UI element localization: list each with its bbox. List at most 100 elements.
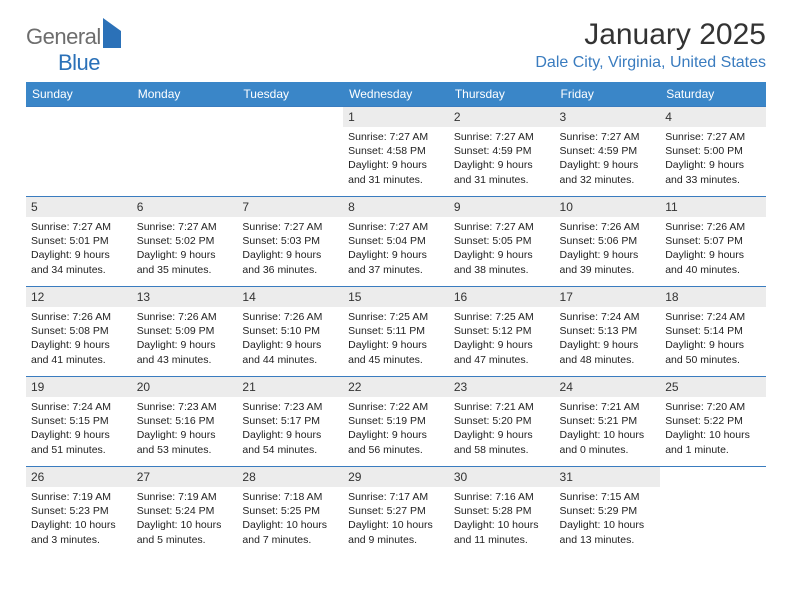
logo-triangle-icon xyxy=(103,18,121,48)
day-cell: 21Sunrise: 7:23 AMSunset: 5:17 PMDayligh… xyxy=(237,377,343,467)
day-cell: 24Sunrise: 7:21 AMSunset: 5:21 PMDayligh… xyxy=(555,377,661,467)
empty-cell xyxy=(237,107,343,197)
day-info: Sunrise: 7:25 AMSunset: 5:11 PMDaylight:… xyxy=(343,307,449,371)
weekday-header: Thursday xyxy=(449,82,555,107)
day-number: 26 xyxy=(26,467,132,487)
day-cell: 18Sunrise: 7:24 AMSunset: 5:14 PMDayligh… xyxy=(660,287,766,377)
logo-word2: Blue xyxy=(26,50,100,75)
day-cell: 2Sunrise: 7:27 AMSunset: 4:59 PMDaylight… xyxy=(449,107,555,197)
calendar-body: 1Sunrise: 7:27 AMSunset: 4:58 PMDaylight… xyxy=(26,107,766,557)
day-cell: 20Sunrise: 7:23 AMSunset: 5:16 PMDayligh… xyxy=(132,377,238,467)
day-info: Sunrise: 7:21 AMSunset: 5:21 PMDaylight:… xyxy=(555,397,661,461)
weekday-header: Tuesday xyxy=(237,82,343,107)
calendar-row: 26Sunrise: 7:19 AMSunset: 5:23 PMDayligh… xyxy=(26,467,766,557)
day-info: Sunrise: 7:26 AMSunset: 5:07 PMDaylight:… xyxy=(660,217,766,281)
day-cell: 27Sunrise: 7:19 AMSunset: 5:24 PMDayligh… xyxy=(132,467,238,557)
empty-cell xyxy=(132,107,238,197)
day-number: 30 xyxy=(449,467,555,487)
location-text: Dale City, Virginia, United States xyxy=(535,54,766,72)
day-number: 9 xyxy=(449,197,555,217)
day-info: Sunrise: 7:18 AMSunset: 5:25 PMDaylight:… xyxy=(237,487,343,551)
day-info: Sunrise: 7:23 AMSunset: 5:16 PMDaylight:… xyxy=(132,397,238,461)
day-number: 24 xyxy=(555,377,661,397)
day-cell: 15Sunrise: 7:25 AMSunset: 5:11 PMDayligh… xyxy=(343,287,449,377)
day-number: 27 xyxy=(132,467,238,487)
day-number: 28 xyxy=(237,467,343,487)
month-title: January 2025 xyxy=(535,18,766,52)
day-number: 10 xyxy=(555,197,661,217)
day-info: Sunrise: 7:27 AMSunset: 4:58 PMDaylight:… xyxy=(343,127,449,191)
day-number: 25 xyxy=(660,377,766,397)
day-number: 7 xyxy=(237,197,343,217)
day-cell: 28Sunrise: 7:18 AMSunset: 5:25 PMDayligh… xyxy=(237,467,343,557)
day-number: 20 xyxy=(132,377,238,397)
day-info: Sunrise: 7:26 AMSunset: 5:10 PMDaylight:… xyxy=(237,307,343,371)
day-number: 8 xyxy=(343,197,449,217)
day-number: 18 xyxy=(660,287,766,307)
calendar-table: SundayMondayTuesdayWednesdayThursdayFrid… xyxy=(26,82,766,557)
day-number: 21 xyxy=(237,377,343,397)
day-cell: 8Sunrise: 7:27 AMSunset: 5:04 PMDaylight… xyxy=(343,197,449,287)
day-info: Sunrise: 7:19 AMSunset: 5:24 PMDaylight:… xyxy=(132,487,238,551)
day-cell: 1Sunrise: 7:27 AMSunset: 4:58 PMDaylight… xyxy=(343,107,449,197)
weekday-header-row: SundayMondayTuesdayWednesdayThursdayFrid… xyxy=(26,82,766,107)
day-cell: 23Sunrise: 7:21 AMSunset: 5:20 PMDayligh… xyxy=(449,377,555,467)
day-number: 17 xyxy=(555,287,661,307)
day-cell: 10Sunrise: 7:26 AMSunset: 5:06 PMDayligh… xyxy=(555,197,661,287)
day-info: Sunrise: 7:25 AMSunset: 5:12 PMDaylight:… xyxy=(449,307,555,371)
day-cell: 5Sunrise: 7:27 AMSunset: 5:01 PMDaylight… xyxy=(26,197,132,287)
logo: General Blue xyxy=(26,18,121,76)
day-number: 15 xyxy=(343,287,449,307)
header: General Blue January 2025 Dale City, Vir… xyxy=(26,18,766,76)
day-info: Sunrise: 7:27 AMSunset: 4:59 PMDaylight:… xyxy=(449,127,555,191)
day-info: Sunrise: 7:16 AMSunset: 5:28 PMDaylight:… xyxy=(449,487,555,551)
empty-cell xyxy=(26,107,132,197)
day-cell: 3Sunrise: 7:27 AMSunset: 4:59 PMDaylight… xyxy=(555,107,661,197)
day-info: Sunrise: 7:23 AMSunset: 5:17 PMDaylight:… xyxy=(237,397,343,461)
day-info: Sunrise: 7:27 AMSunset: 5:02 PMDaylight:… xyxy=(132,217,238,281)
day-info: Sunrise: 7:27 AMSunset: 5:00 PMDaylight:… xyxy=(660,127,766,191)
day-number: 31 xyxy=(555,467,661,487)
empty-cell xyxy=(660,467,766,557)
day-info: Sunrise: 7:27 AMSunset: 5:03 PMDaylight:… xyxy=(237,217,343,281)
day-number: 22 xyxy=(343,377,449,397)
day-cell: 29Sunrise: 7:17 AMSunset: 5:27 PMDayligh… xyxy=(343,467,449,557)
calendar-row: 19Sunrise: 7:24 AMSunset: 5:15 PMDayligh… xyxy=(26,377,766,467)
calendar-row: 12Sunrise: 7:26 AMSunset: 5:08 PMDayligh… xyxy=(26,287,766,377)
title-block: January 2025 Dale City, Virginia, United… xyxy=(535,18,766,72)
day-number: 4 xyxy=(660,107,766,127)
day-info: Sunrise: 7:19 AMSunset: 5:23 PMDaylight:… xyxy=(26,487,132,551)
day-info: Sunrise: 7:24 AMSunset: 5:14 PMDaylight:… xyxy=(660,307,766,371)
day-cell: 31Sunrise: 7:15 AMSunset: 5:29 PMDayligh… xyxy=(555,467,661,557)
day-info: Sunrise: 7:24 AMSunset: 5:13 PMDaylight:… xyxy=(555,307,661,371)
day-cell: 12Sunrise: 7:26 AMSunset: 5:08 PMDayligh… xyxy=(26,287,132,377)
day-number: 19 xyxy=(26,377,132,397)
day-info: Sunrise: 7:26 AMSunset: 5:09 PMDaylight:… xyxy=(132,307,238,371)
day-cell: 13Sunrise: 7:26 AMSunset: 5:09 PMDayligh… xyxy=(132,287,238,377)
day-cell: 9Sunrise: 7:27 AMSunset: 5:05 PMDaylight… xyxy=(449,197,555,287)
day-cell: 25Sunrise: 7:20 AMSunset: 5:22 PMDayligh… xyxy=(660,377,766,467)
day-cell: 16Sunrise: 7:25 AMSunset: 5:12 PMDayligh… xyxy=(449,287,555,377)
weekday-header: Saturday xyxy=(660,82,766,107)
day-number: 12 xyxy=(26,287,132,307)
day-cell: 4Sunrise: 7:27 AMSunset: 5:00 PMDaylight… xyxy=(660,107,766,197)
day-number: 16 xyxy=(449,287,555,307)
day-info: Sunrise: 7:26 AMSunset: 5:08 PMDaylight:… xyxy=(26,307,132,371)
calendar-row: 1Sunrise: 7:27 AMSunset: 4:58 PMDaylight… xyxy=(26,107,766,197)
day-info: Sunrise: 7:27 AMSunset: 5:05 PMDaylight:… xyxy=(449,217,555,281)
day-number: 3 xyxy=(555,107,661,127)
weekday-header: Monday xyxy=(132,82,238,107)
day-cell: 7Sunrise: 7:27 AMSunset: 5:03 PMDaylight… xyxy=(237,197,343,287)
day-number: 11 xyxy=(660,197,766,217)
day-cell: 19Sunrise: 7:24 AMSunset: 5:15 PMDayligh… xyxy=(26,377,132,467)
day-info: Sunrise: 7:21 AMSunset: 5:20 PMDaylight:… xyxy=(449,397,555,461)
day-info: Sunrise: 7:24 AMSunset: 5:15 PMDaylight:… xyxy=(26,397,132,461)
weekday-header: Sunday xyxy=(26,82,132,107)
day-number: 1 xyxy=(343,107,449,127)
day-info: Sunrise: 7:22 AMSunset: 5:19 PMDaylight:… xyxy=(343,397,449,461)
day-info: Sunrise: 7:17 AMSunset: 5:27 PMDaylight:… xyxy=(343,487,449,551)
day-info: Sunrise: 7:20 AMSunset: 5:22 PMDaylight:… xyxy=(660,397,766,461)
day-cell: 26Sunrise: 7:19 AMSunset: 5:23 PMDayligh… xyxy=(26,467,132,557)
day-cell: 30Sunrise: 7:16 AMSunset: 5:28 PMDayligh… xyxy=(449,467,555,557)
day-number: 14 xyxy=(237,287,343,307)
